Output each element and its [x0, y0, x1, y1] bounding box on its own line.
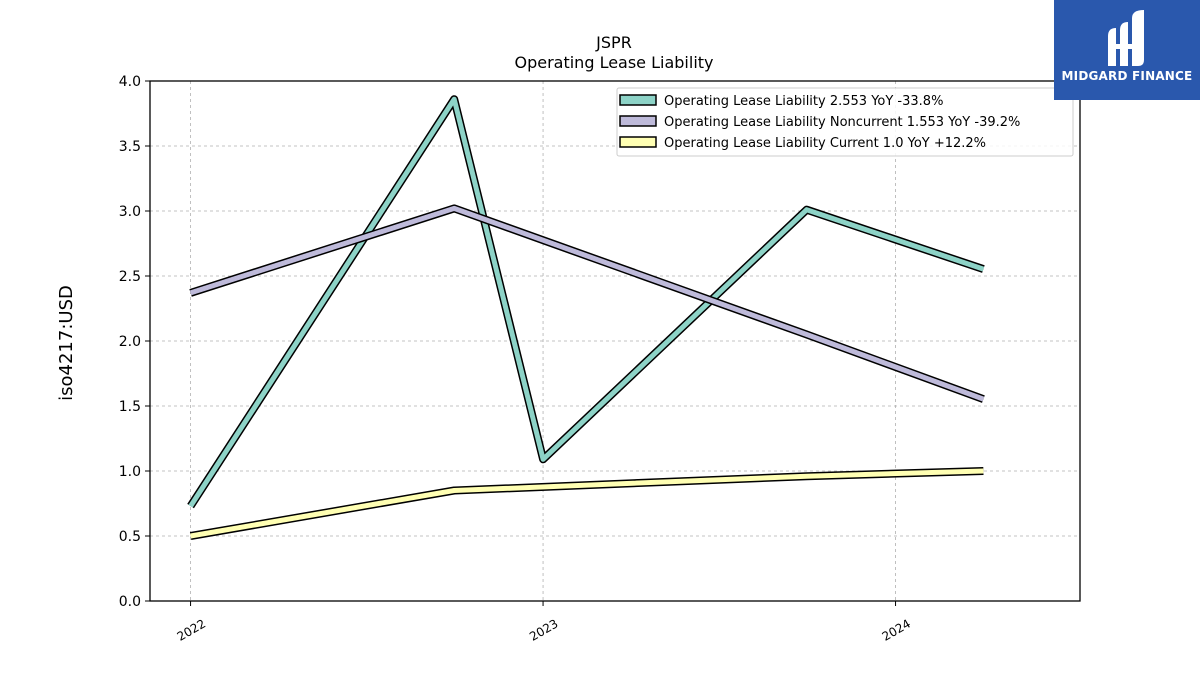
series-0-line	[188, 96, 985, 508]
series-1-outline	[189, 204, 985, 403]
chart-subtitle: Operating Lease Liability	[514, 53, 713, 72]
chart-title: JSPR	[595, 33, 632, 52]
legend-label: Operating Lease Liability Current 1.0 Yo…	[664, 136, 986, 151]
series-1-line	[189, 205, 985, 402]
legend-swatch	[619, 94, 657, 106]
axis-ticks: 0.0 0.5 1.0 1.5 2.0 2.5 3.0 3.5 4.0 2022 2023 2024	[119, 74, 913, 644]
series-lines	[187, 95, 985, 540]
y-tick-label: 1.0	[119, 464, 141, 480]
brand-name: MIDGARD FINANCE	[1061, 69, 1193, 83]
x-tick-label: 2024	[880, 616, 913, 643]
legend-swatch	[619, 136, 657, 148]
legend-box	[616, 87, 1074, 157]
y-axis-label: iso4217:USD	[56, 285, 77, 401]
brand-logo: MIDGARD FINANCE	[1054, 0, 1200, 100]
legend-swatch	[619, 115, 657, 127]
legend-label: Operating Lease Liability Noncurrent 1.5…	[664, 115, 1020, 130]
x-tick-label: 2022	[175, 616, 208, 643]
series-2-line	[190, 468, 984, 539]
y-tick-label: 0.5	[119, 529, 141, 545]
x-tick-label: 2023	[527, 616, 560, 643]
y-tick-label: 1.5	[119, 399, 141, 415]
y-tick-label: 3.0	[119, 204, 141, 220]
y-tick-label: 0.0	[119, 594, 141, 610]
y-tick-label: 4.0	[119, 74, 141, 90]
legend-label: Operating Lease Liability 2.553 YoY -33.…	[664, 94, 943, 109]
midgard-logo-icon	[1108, 10, 1144, 66]
legend: Operating Lease Liability 2.553 YoY -33.…	[616, 87, 1074, 157]
y-tick-label: 2.5	[119, 269, 141, 285]
y-tick-label: 2.0	[119, 334, 141, 350]
y-tick-label: 3.5	[119, 139, 141, 155]
grid	[150, 80, 1080, 602]
series-2-outline	[189, 467, 984, 540]
series-0-outline	[187, 95, 985, 509]
